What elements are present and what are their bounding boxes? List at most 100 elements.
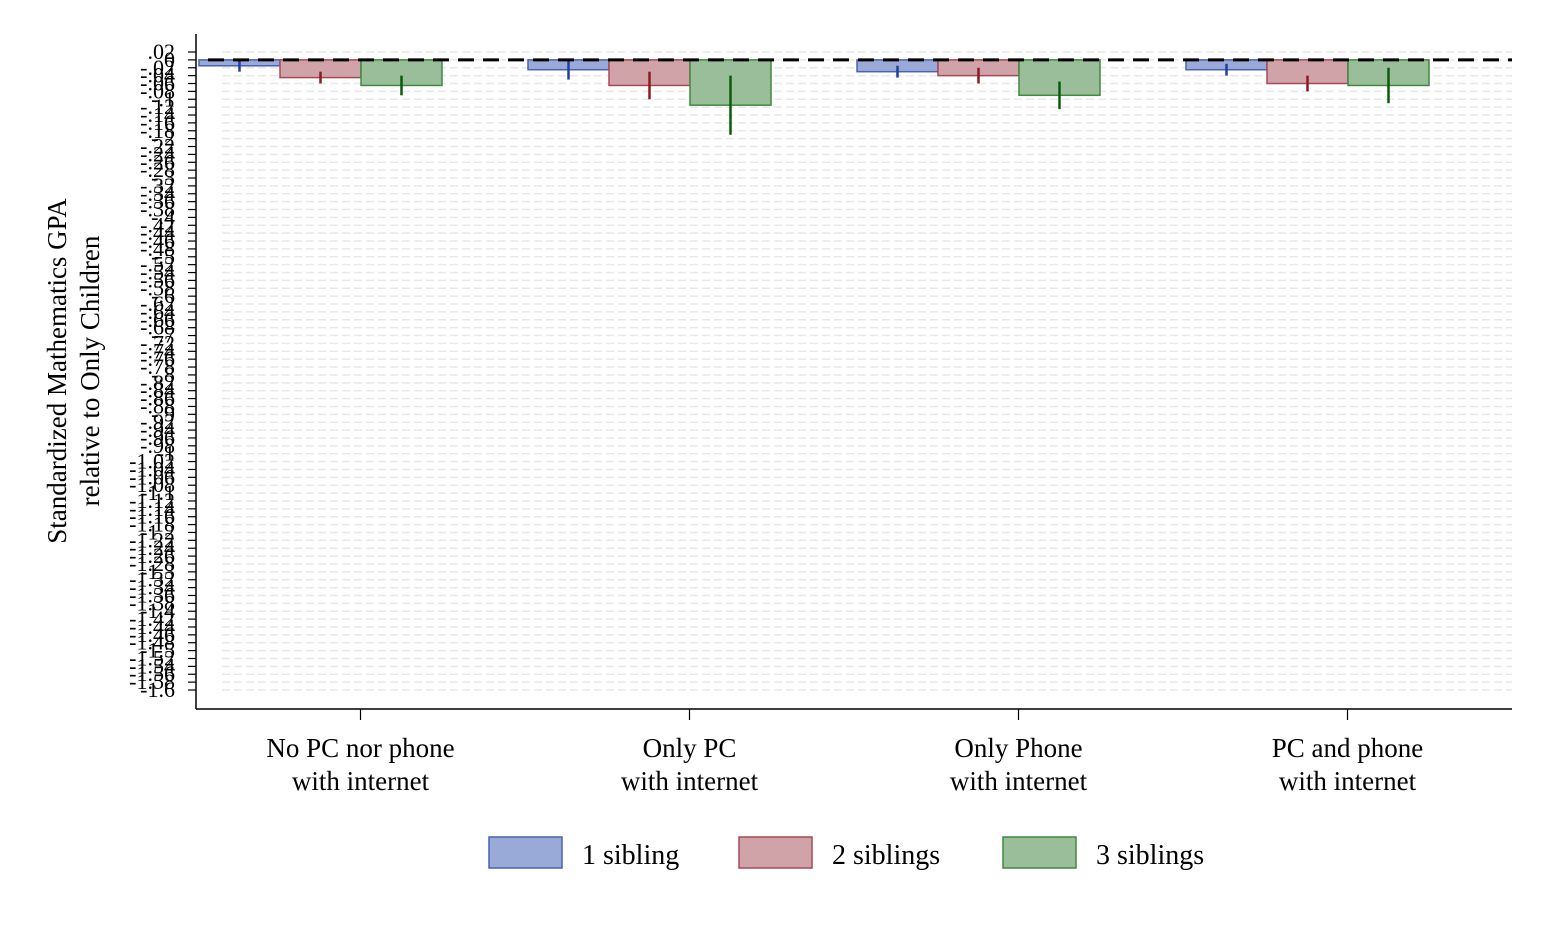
y-tick-label: -1.58 [129,669,175,694]
y-tick-label: -1.4 [140,598,175,623]
y-tick-label: -.36 [140,189,175,214]
y-tick-label: -.94 [140,417,175,442]
y-tick-label: -1.34 [129,575,175,600]
y-tick-label: -1.46 [129,622,175,647]
y-tick-label: 0 [164,47,175,72]
y-tick-label: -.44 [140,220,175,245]
y-tick-label: -1.1 [140,480,175,505]
y-tick-label: -1.3 [140,559,175,584]
y-tick-label: -.06 [140,71,175,96]
legend-swatch [488,836,563,869]
y-tick-label: -.1 [151,86,175,111]
y-tick-label: -.82 [140,370,175,395]
x-tick-label: Only Phone with internet [950,733,1088,796]
y-tick-label: -.62 [140,291,175,316]
y-tick-label: -1.6 [140,677,175,702]
y-tick-label: -1.22 [129,527,175,552]
y-tick-label: -.7 [151,323,175,348]
y-axis-title: Standardized Mathematics GPA [42,198,72,544]
y-tick-label: -.86 [140,386,175,411]
y-tick-label: -.2 [151,126,175,151]
y-tick-label: -1.38 [129,590,175,615]
legend-label: 1 sibling [582,840,679,871]
y-tick-label: -1.04 [129,456,175,481]
y-tick-label: -.74 [140,338,175,363]
legend: 1 sibling 2 siblings 3 siblings [488,836,1204,871]
x-tick-label-line: with internet [950,766,1088,796]
y-tick-label: -.68 [140,315,175,340]
y-tick-label: -1.32 [129,567,175,592]
y-tick-label: -.64 [140,299,175,324]
y-tick-label: -1.5 [140,638,175,663]
y-tick-label: -1.52 [129,645,175,670]
y-tick-label: -.98 [140,433,175,458]
y-tick-label: -.96 [140,425,175,450]
y-axis-title-line-1: Standardized Mathematics GPA [42,198,72,544]
y-tick-label: -.22 [140,134,175,159]
x-tick-label-line: No PC nor phone [266,733,454,763]
y-tick-label: -.38 [140,197,175,222]
x-tick-label: Only PC with internet [621,733,759,796]
legend-label: 3 siblings [1096,840,1204,871]
y-ticks: .020-.02-.04-.06-.08-.1-.12-.14-.16-.18-… [129,39,196,702]
y-tick-label: -1.36 [129,582,175,607]
y-tick-label: -.48 [140,236,175,261]
y-tick-label: -.28 [140,157,175,182]
y-tick-label: -.8 [151,362,175,387]
y-tick-label: -1.16 [129,504,175,529]
x-tick-label-line: PC and phone [1272,733,1424,763]
y-tick-label: -.5 [151,244,175,269]
y-tick-label: -1.44 [129,614,175,639]
legend-swatch [1002,836,1077,869]
gridlines [222,51,1512,691]
y-tick-label: -1.26 [129,543,175,568]
y-tick-label: -.02 [140,55,175,80]
y-tick-label: -1.54 [129,653,175,678]
y-tick-label: -.66 [140,307,175,332]
y-tick-label: -.4 [151,204,175,229]
y-tick-label: -1.28 [129,551,175,576]
y-tick-label: -1 [157,441,175,466]
y-tick-label: -1.42 [129,606,175,631]
x-tick-label: No PC nor phone with internet [266,733,454,796]
y-tick-label: -1.06 [129,464,175,489]
y-tick-label: -.76 [140,346,175,371]
y-tick-label: -.9 [151,401,175,426]
y-tick-label: -1.2 [140,519,175,544]
confidence-intervals [238,59,1390,135]
y-tick-label: -.04 [140,63,175,88]
y-tick-label: -.72 [140,330,175,355]
x-tick-label-line: with internet [621,766,759,796]
y-tick-label: -.16 [140,110,175,135]
y-tick-label: -.42 [140,212,175,237]
y-tick-label: -.14 [140,102,175,127]
y-tick-label: -1.02 [129,449,175,474]
y-tick-label: -.78 [140,354,175,379]
x-tick-label-line: with internet [1279,766,1417,796]
y-tick-label: -1.24 [129,535,175,560]
y-tick-label: -.46 [140,228,175,253]
y-tick-label: .02 [148,39,176,64]
y-tick-label: -.54 [140,260,175,285]
y-axis-title-line-2: relative to Only Children [75,235,105,506]
x-tick-label-line: with internet [292,766,430,796]
y-tick-label: -.84 [140,378,175,403]
y-tick-label: -.92 [140,409,175,434]
y-tick-label: -.3 [151,165,175,190]
y-axis-title: relative to Only Children [75,235,105,506]
x-tick-label-line: Only PC [643,733,737,763]
y-tick-label: -1.12 [129,488,175,513]
x-tick-label: PC and phone with internet [1272,733,1424,796]
bars [198,59,1430,106]
y-tick-label: -.88 [140,393,175,418]
y-tick-label: -1.08 [129,472,175,497]
y-tick-label: -.18 [140,118,175,143]
y-tick-label: -.08 [140,78,175,103]
y-tick-label: -1.18 [129,512,175,537]
y-tick-label: -.52 [140,252,175,277]
y-tick-label: -.56 [140,267,175,292]
y-tick-label: -.58 [140,275,175,300]
y-tick-label: -.6 [151,283,175,308]
